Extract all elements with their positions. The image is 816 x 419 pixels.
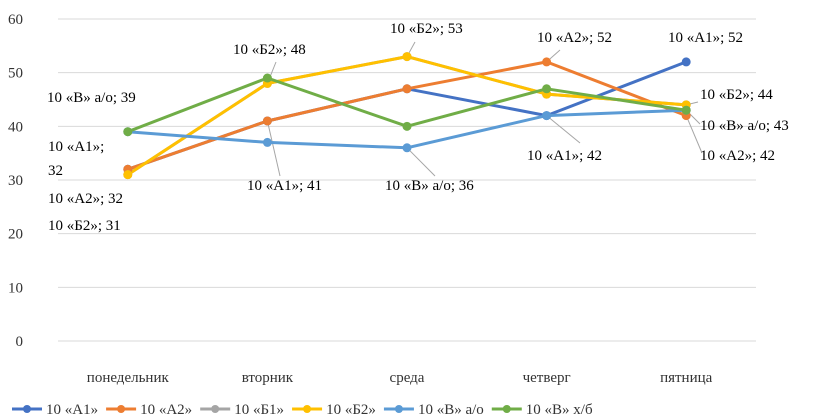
x-axis-ticks: понедельник вторник среда четверг пятница (87, 370, 713, 386)
y-tick-label: 50 (8, 66, 23, 82)
data-point (681, 57, 691, 67)
data-point (542, 111, 552, 121)
legend-swatch-marker (211, 405, 220, 413)
x-tick-label: пятница (660, 370, 713, 386)
data-label: 10 «А2»; 42 (700, 148, 775, 164)
series-line-2 (126, 55, 688, 177)
legend-label: 10 «Б2» (326, 402, 376, 418)
y-axis-ticks: 0 10 20 30 40 50 60 (8, 12, 23, 350)
legend-label: 10 «А2» (140, 402, 192, 418)
data-label: 10 «А2»; 52 (537, 30, 612, 46)
legend-item: 10 «Б1» (200, 402, 284, 418)
data-label: 10 «Б2»; 44 (700, 87, 773, 103)
data-labels: 10 «В» а/о; 39 10 «А1»; 32 10 «А2»; 32 10 «Б… (47, 21, 789, 234)
data-label: 10 «Б2»; 31 (48, 218, 121, 234)
y-tick-label: 0 (16, 334, 24, 350)
legend-swatch-marker (23, 405, 31, 413)
x-tick-label: среда (390, 370, 425, 386)
leader-line (406, 147, 436, 177)
legend-swatch-marker (502, 405, 511, 413)
y-tick-label: 40 (8, 119, 23, 135)
leader-line (546, 115, 581, 144)
y-tick-label: 30 (8, 173, 23, 189)
legend-label: 10 «В» а/о (418, 402, 484, 418)
data-label: 10 «В» а/о; 43 (700, 118, 789, 134)
legend-swatch-marker (303, 405, 312, 413)
data-label: 10 «А1»; 41 (247, 178, 322, 194)
data-point (542, 84, 552, 94)
series-line-3 (126, 55, 688, 177)
legend-label: 10 «Б1» (234, 402, 284, 418)
data-label-leader-lines (266, 41, 703, 177)
data-label: 10 «А1»; 42 (527, 148, 602, 164)
data-point (262, 116, 272, 126)
data-point (681, 105, 691, 115)
data-point (402, 143, 412, 153)
legend-label: 10 «В» х/б (526, 402, 593, 418)
legend-item: 10 «Б2» (292, 402, 376, 418)
data-label: 10 «А1»; 52 (668, 30, 743, 46)
data-point (402, 52, 412, 62)
legend-item: 10 «В» х/б (491, 402, 593, 418)
x-tick-label: четверг (523, 370, 571, 386)
data-point (402, 84, 412, 94)
leader-line (266, 120, 281, 177)
data-label: 10 «В» а/о; 39 (47, 90, 136, 106)
data-point (402, 121, 412, 131)
data-label: 10 «Б2»; 53 (390, 21, 463, 37)
data-label: 10 «А1»; (48, 139, 104, 155)
legend-label: 10 «А1» (46, 402, 98, 418)
legend-item: 10 «А1» (12, 402, 98, 418)
series-lines (126, 55, 688, 177)
legend-item: 10 «А2» (106, 402, 192, 418)
series-points (123, 52, 691, 180)
data-point (542, 57, 552, 67)
data-point (123, 170, 133, 180)
data-label: 32 (48, 163, 63, 179)
data-label: 10 «В» а/о; 36 (385, 178, 474, 194)
data-point (123, 127, 133, 137)
legend-item: 10 «В» а/о (383, 402, 484, 418)
data-point (262, 137, 272, 147)
x-tick-label: вторник (242, 370, 294, 386)
legend: 10 «А1» 10 «А2» 10 «Б1» 10 «Б2» 10 «В» а/о 10… (12, 402, 593, 418)
x-tick-label: понедельник (87, 370, 170, 386)
legend-swatch-marker (117, 405, 126, 413)
y-tick-label: 60 (8, 12, 23, 28)
data-label: 10 «Б2»; 48 (233, 42, 306, 58)
data-label: 10 «А2»; 32 (48, 191, 123, 207)
y-tick-label: 20 (8, 227, 23, 243)
data-point (262, 73, 272, 83)
series-line-1 (126, 60, 688, 171)
series-line-0 (126, 60, 688, 171)
leader-line (685, 115, 703, 154)
y-tick-label: 10 (8, 280, 23, 296)
legend-swatch-marker (394, 405, 403, 413)
